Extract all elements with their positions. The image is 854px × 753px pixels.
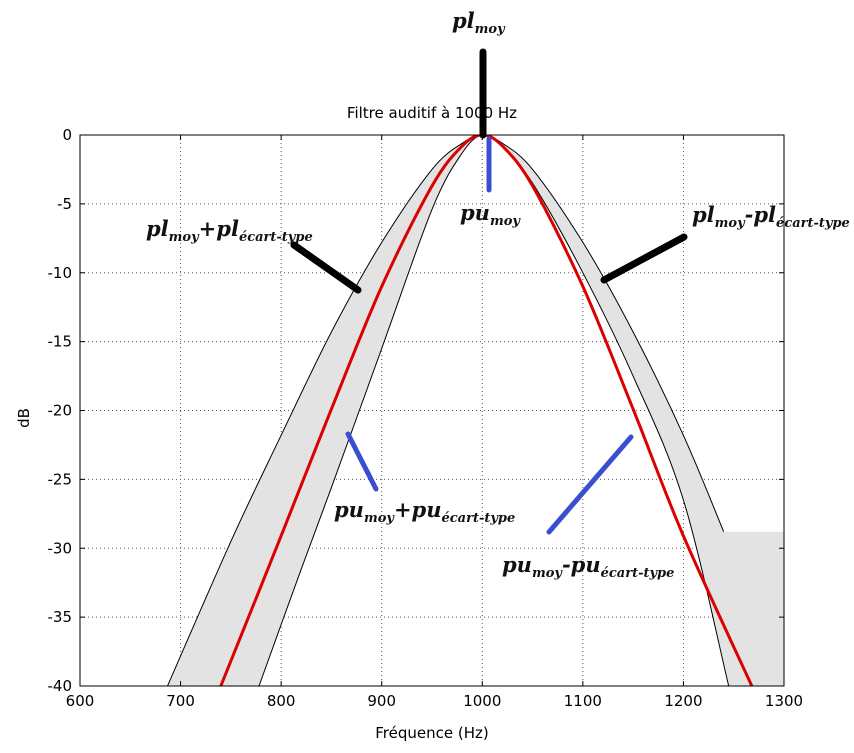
x-tick-label: 1300: [765, 692, 803, 710]
x-tick-label: 600: [66, 692, 95, 710]
y-tick-label: -20: [48, 402, 73, 420]
pointer-pl-plus: [290, 241, 362, 294]
x-tick-label: 700: [166, 692, 195, 710]
chart-title: Filtre auditif à 1000 Hz: [347, 104, 517, 122]
y-axis-label: dB: [15, 408, 33, 428]
pointer-pu-plus: [345, 431, 379, 492]
pointer-pu-minus: [546, 434, 634, 535]
annotation-pu-minus: pumoy-puécart-type: [502, 552, 674, 581]
x-tick-label: 800: [267, 692, 296, 710]
x-tick-label: 1200: [664, 692, 702, 710]
pointer-pl-minus: [600, 233, 688, 284]
annotation-pl-minus: plmoy-plécart-type: [692, 202, 850, 231]
y-tick-label: -35: [48, 608, 73, 626]
x-tick-label: 1000: [463, 692, 501, 710]
annotation-pl-plus: plmoy+plécart-type: [146, 216, 313, 245]
annotation-pu-moy: pumoy: [460, 200, 521, 229]
series-mean: [219, 135, 754, 686]
annotation-pu-plus: pumoy+puécart-type: [334, 497, 515, 526]
y-tick-label: -25: [48, 470, 73, 488]
axis-ticks: 600 700 800 900 1000 1100 1200 1300 0 -5 -10 -15 -20…: [48, 126, 804, 710]
y-tick-label: -40: [48, 677, 73, 695]
y-tick-label: -30: [48, 539, 73, 557]
annotation-pl-moy: plmoy: [452, 8, 506, 37]
y-tick-label: -10: [48, 264, 73, 282]
x-axis-label: Fréquence (Hz): [375, 724, 488, 742]
annotation-pointers: [290, 48, 688, 535]
y-tick-label: -5: [57, 195, 72, 213]
std-band: [167, 135, 784, 686]
y-tick-label: 0: [62, 126, 72, 144]
y-tick-label: -15: [48, 333, 73, 351]
x-tick-label: 900: [367, 692, 396, 710]
x-tick-label: 1100: [564, 692, 602, 710]
